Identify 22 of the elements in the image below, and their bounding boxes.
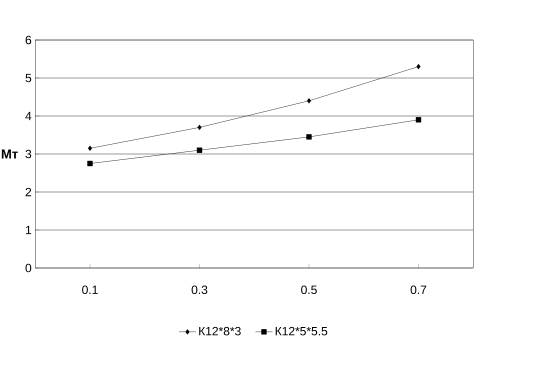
point xyxy=(416,64,421,70)
y-tick-label: 4 xyxy=(25,112,32,120)
x-tick-label: 0.7 xyxy=(410,286,426,294)
y-tick-label: 1 xyxy=(26,226,32,234)
point xyxy=(306,134,312,140)
y-tick-label: 2 xyxy=(26,188,32,196)
y-tick-label: 6 xyxy=(26,36,32,44)
y-tick-label: 0 xyxy=(26,264,32,272)
point xyxy=(88,146,92,152)
point xyxy=(416,117,422,123)
point xyxy=(196,148,202,153)
y-axis-title: Мт xyxy=(2,150,18,158)
x-tick-label: 0.3 xyxy=(192,286,208,294)
y-tick-label: 5 xyxy=(26,74,32,82)
x-tick-label: 0.5 xyxy=(301,286,317,294)
point xyxy=(306,98,312,104)
legend-label: К12*5*5.5 xyxy=(276,326,328,336)
x-tick-label: 0.1 xyxy=(82,286,98,294)
legend-label: К12*8*3 xyxy=(199,326,241,336)
point xyxy=(87,160,93,166)
y-tick-label: 3 xyxy=(26,150,32,158)
point xyxy=(197,124,202,130)
